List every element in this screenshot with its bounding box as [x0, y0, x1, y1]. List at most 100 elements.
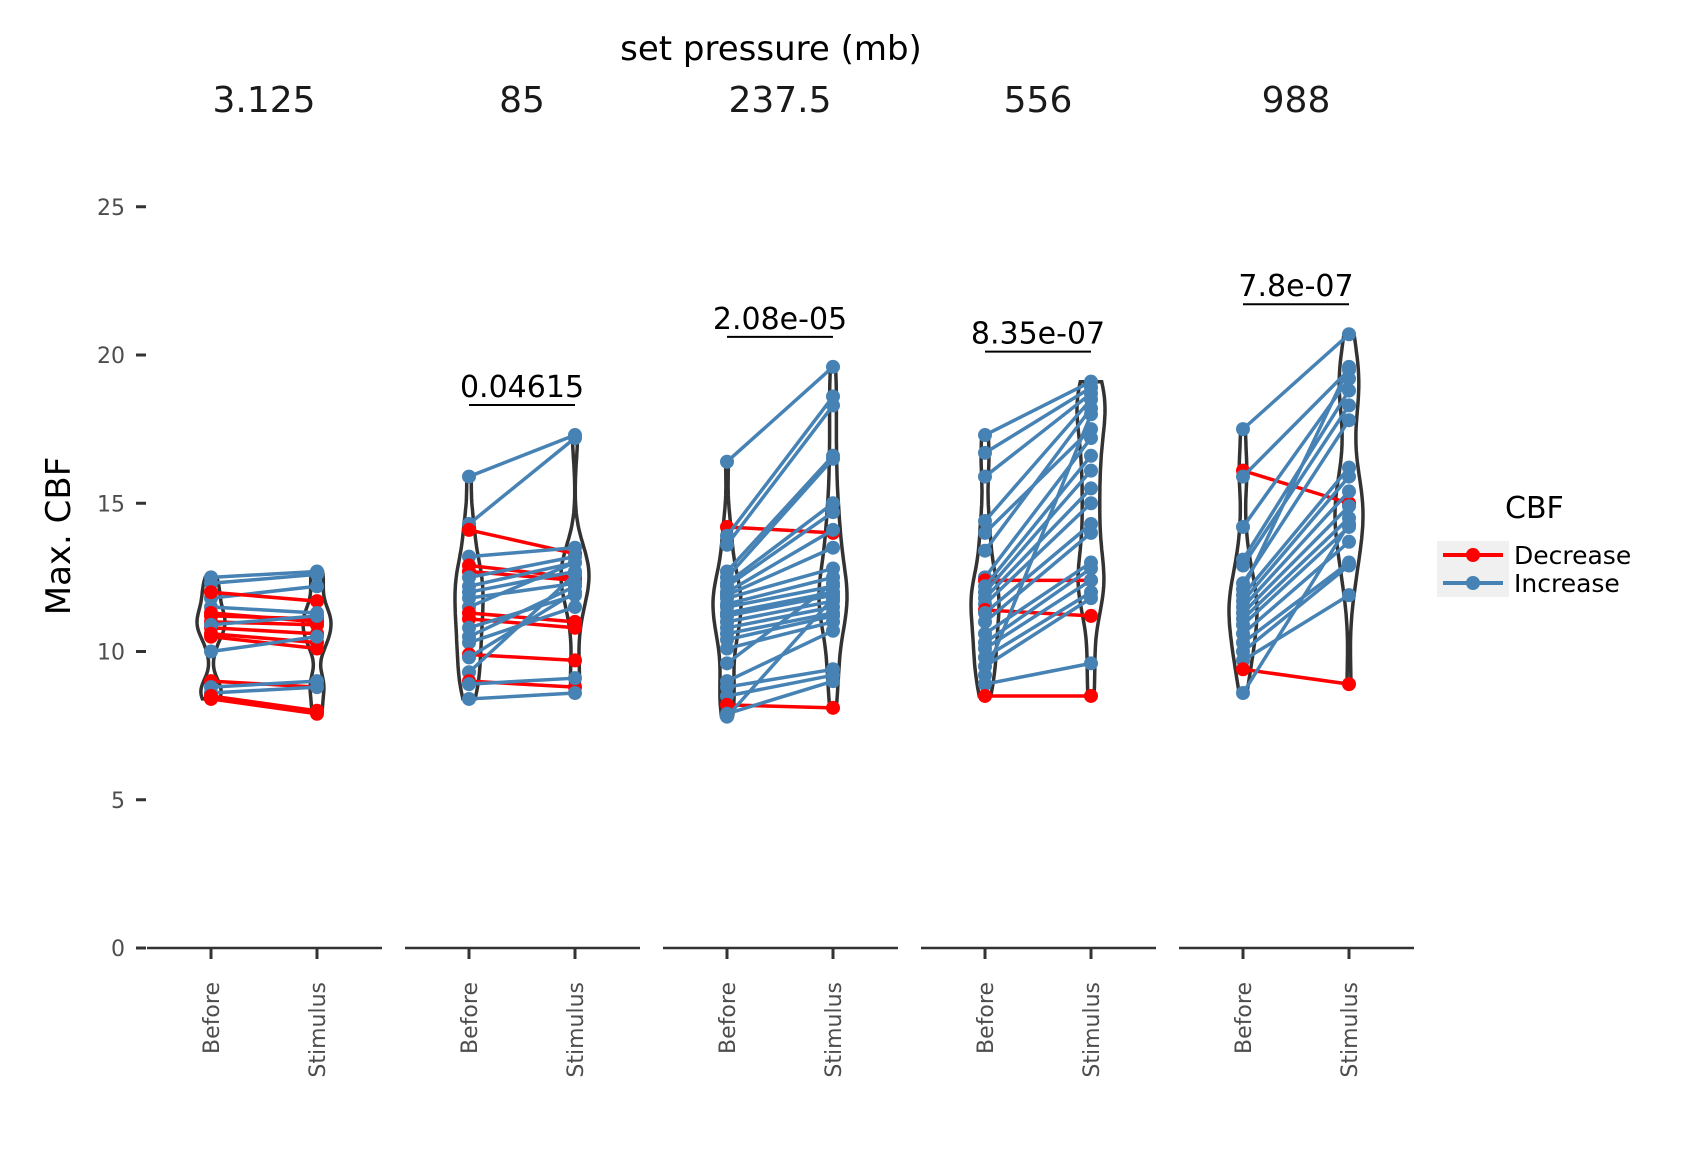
point-stimulus[interactable]: [1084, 656, 1098, 671]
point-before[interactable]: [978, 469, 992, 484]
point-before[interactable]: [1236, 686, 1250, 701]
point-stimulus[interactable]: [826, 540, 840, 555]
point-stimulus[interactable]: [1342, 534, 1356, 549]
point-stimulus[interactable]: [568, 585, 582, 600]
pair-increase[interactable]: [720, 591, 840, 724]
point-before[interactable]: [462, 691, 476, 706]
point-before[interactable]: [720, 537, 734, 552]
point-before[interactable]: [1236, 662, 1250, 677]
point-stimulus[interactable]: [826, 398, 840, 413]
point-stimulus[interactable]: [1084, 561, 1098, 576]
point-before[interactable]: [978, 543, 992, 558]
point-before[interactable]: [1236, 469, 1250, 484]
point-stimulus[interactable]: [1342, 484, 1356, 499]
pair-increase[interactable]: [462, 428, 582, 484]
legend-entry-increase[interactable]: Increase: [1443, 569, 1620, 598]
point-stimulus[interactable]: [1084, 448, 1098, 463]
point-before[interactable]: [720, 656, 734, 671]
pair-increase[interactable]: [720, 576, 840, 671]
pair-decrease[interactable]: [1236, 662, 1356, 692]
point-before[interactable]: [462, 469, 476, 484]
point-before[interactable]: [1236, 519, 1250, 534]
point-stimulus[interactable]: [310, 567, 324, 582]
pair-increase[interactable]: [1236, 398, 1356, 573]
point-before[interactable]: [978, 428, 992, 443]
point-stimulus[interactable]: [568, 653, 582, 668]
point-before[interactable]: [204, 585, 218, 600]
point-before[interactable]: [978, 514, 992, 529]
pair-increase[interactable]: [1236, 517, 1356, 701]
point-before[interactable]: [978, 445, 992, 460]
point-stimulus[interactable]: [310, 680, 324, 695]
point-stimulus[interactable]: [1342, 383, 1356, 398]
point-stimulus[interactable]: [826, 522, 840, 537]
point-before[interactable]: [978, 525, 992, 540]
pair-increase[interactable]: [1236, 371, 1356, 534]
point-before[interactable]: [720, 454, 734, 469]
point-stimulus[interactable]: [826, 674, 840, 689]
pair-increase[interactable]: [720, 674, 840, 721]
point-stimulus[interactable]: [568, 620, 582, 635]
pair-increase[interactable]: [1236, 327, 1356, 437]
pair-increase[interactable]: [462, 671, 582, 692]
point-before[interactable]: [978, 688, 992, 703]
legend-entry-decrease[interactable]: Decrease: [1443, 541, 1631, 570]
point-before[interactable]: [204, 644, 218, 659]
point-stimulus[interactable]: [310, 641, 324, 656]
point-stimulus[interactable]: [310, 629, 324, 644]
point-stimulus[interactable]: [310, 594, 324, 609]
point-stimulus[interactable]: [1342, 677, 1356, 692]
point-stimulus[interactable]: [310, 608, 324, 623]
point-stimulus[interactable]: [1084, 688, 1098, 703]
point-before[interactable]: [978, 614, 992, 629]
point-before[interactable]: [462, 635, 476, 650]
point-before[interactable]: [462, 522, 476, 537]
point-stimulus[interactable]: [1342, 588, 1356, 603]
point-stimulus[interactable]: [826, 451, 840, 466]
point-stimulus[interactable]: [1084, 463, 1098, 478]
point-stimulus[interactable]: [1342, 558, 1356, 573]
point-stimulus[interactable]: [1084, 431, 1098, 446]
point-stimulus[interactable]: [1084, 481, 1098, 496]
point-stimulus[interactable]: [826, 505, 840, 520]
point-before[interactable]: [1236, 422, 1250, 437]
point-stimulus[interactable]: [568, 555, 582, 570]
point-stimulus[interactable]: [1084, 525, 1098, 540]
point-before[interactable]: [204, 691, 218, 706]
point-stimulus[interactable]: [1342, 499, 1356, 514]
pair-decrease[interactable]: [978, 688, 1098, 703]
point-stimulus[interactable]: [1084, 496, 1098, 511]
point-stimulus[interactable]: [826, 576, 840, 591]
pair-increase[interactable]: [978, 525, 1098, 629]
pair-increase[interactable]: [720, 359, 840, 469]
point-before[interactable]: [978, 677, 992, 692]
point-stimulus[interactable]: [1342, 398, 1356, 413]
point-stimulus[interactable]: [1342, 327, 1356, 342]
pair-increase[interactable]: [978, 656, 1098, 692]
point-before[interactable]: [720, 709, 734, 724]
point-stimulus[interactable]: [568, 567, 582, 582]
point-stimulus[interactable]: [310, 579, 324, 594]
point-stimulus[interactable]: [1342, 359, 1356, 374]
point-before[interactable]: [462, 677, 476, 692]
point-stimulus[interactable]: [1342, 413, 1356, 428]
point-stimulus[interactable]: [568, 600, 582, 615]
pair-decrease[interactable]: [204, 585, 324, 609]
point-stimulus[interactable]: [826, 591, 840, 606]
point-stimulus[interactable]: [310, 706, 324, 721]
point-before[interactable]: [1236, 558, 1250, 573]
point-stimulus[interactable]: [1084, 573, 1098, 588]
point-before[interactable]: [462, 650, 476, 665]
point-stimulus[interactable]: [1342, 517, 1356, 532]
point-before[interactable]: [720, 641, 734, 656]
point-stimulus[interactable]: [1084, 407, 1098, 422]
point-stimulus[interactable]: [1342, 469, 1356, 484]
point-stimulus[interactable]: [1084, 608, 1098, 623]
point-stimulus[interactable]: [568, 671, 582, 686]
pair-increase[interactable]: [462, 686, 582, 706]
point-stimulus[interactable]: [826, 359, 840, 374]
pair-increase[interactable]: [462, 431, 582, 532]
pair-decrease[interactable]: [204, 691, 324, 721]
pair-increase[interactable]: [204, 629, 324, 659]
point-stimulus[interactable]: [826, 700, 840, 715]
